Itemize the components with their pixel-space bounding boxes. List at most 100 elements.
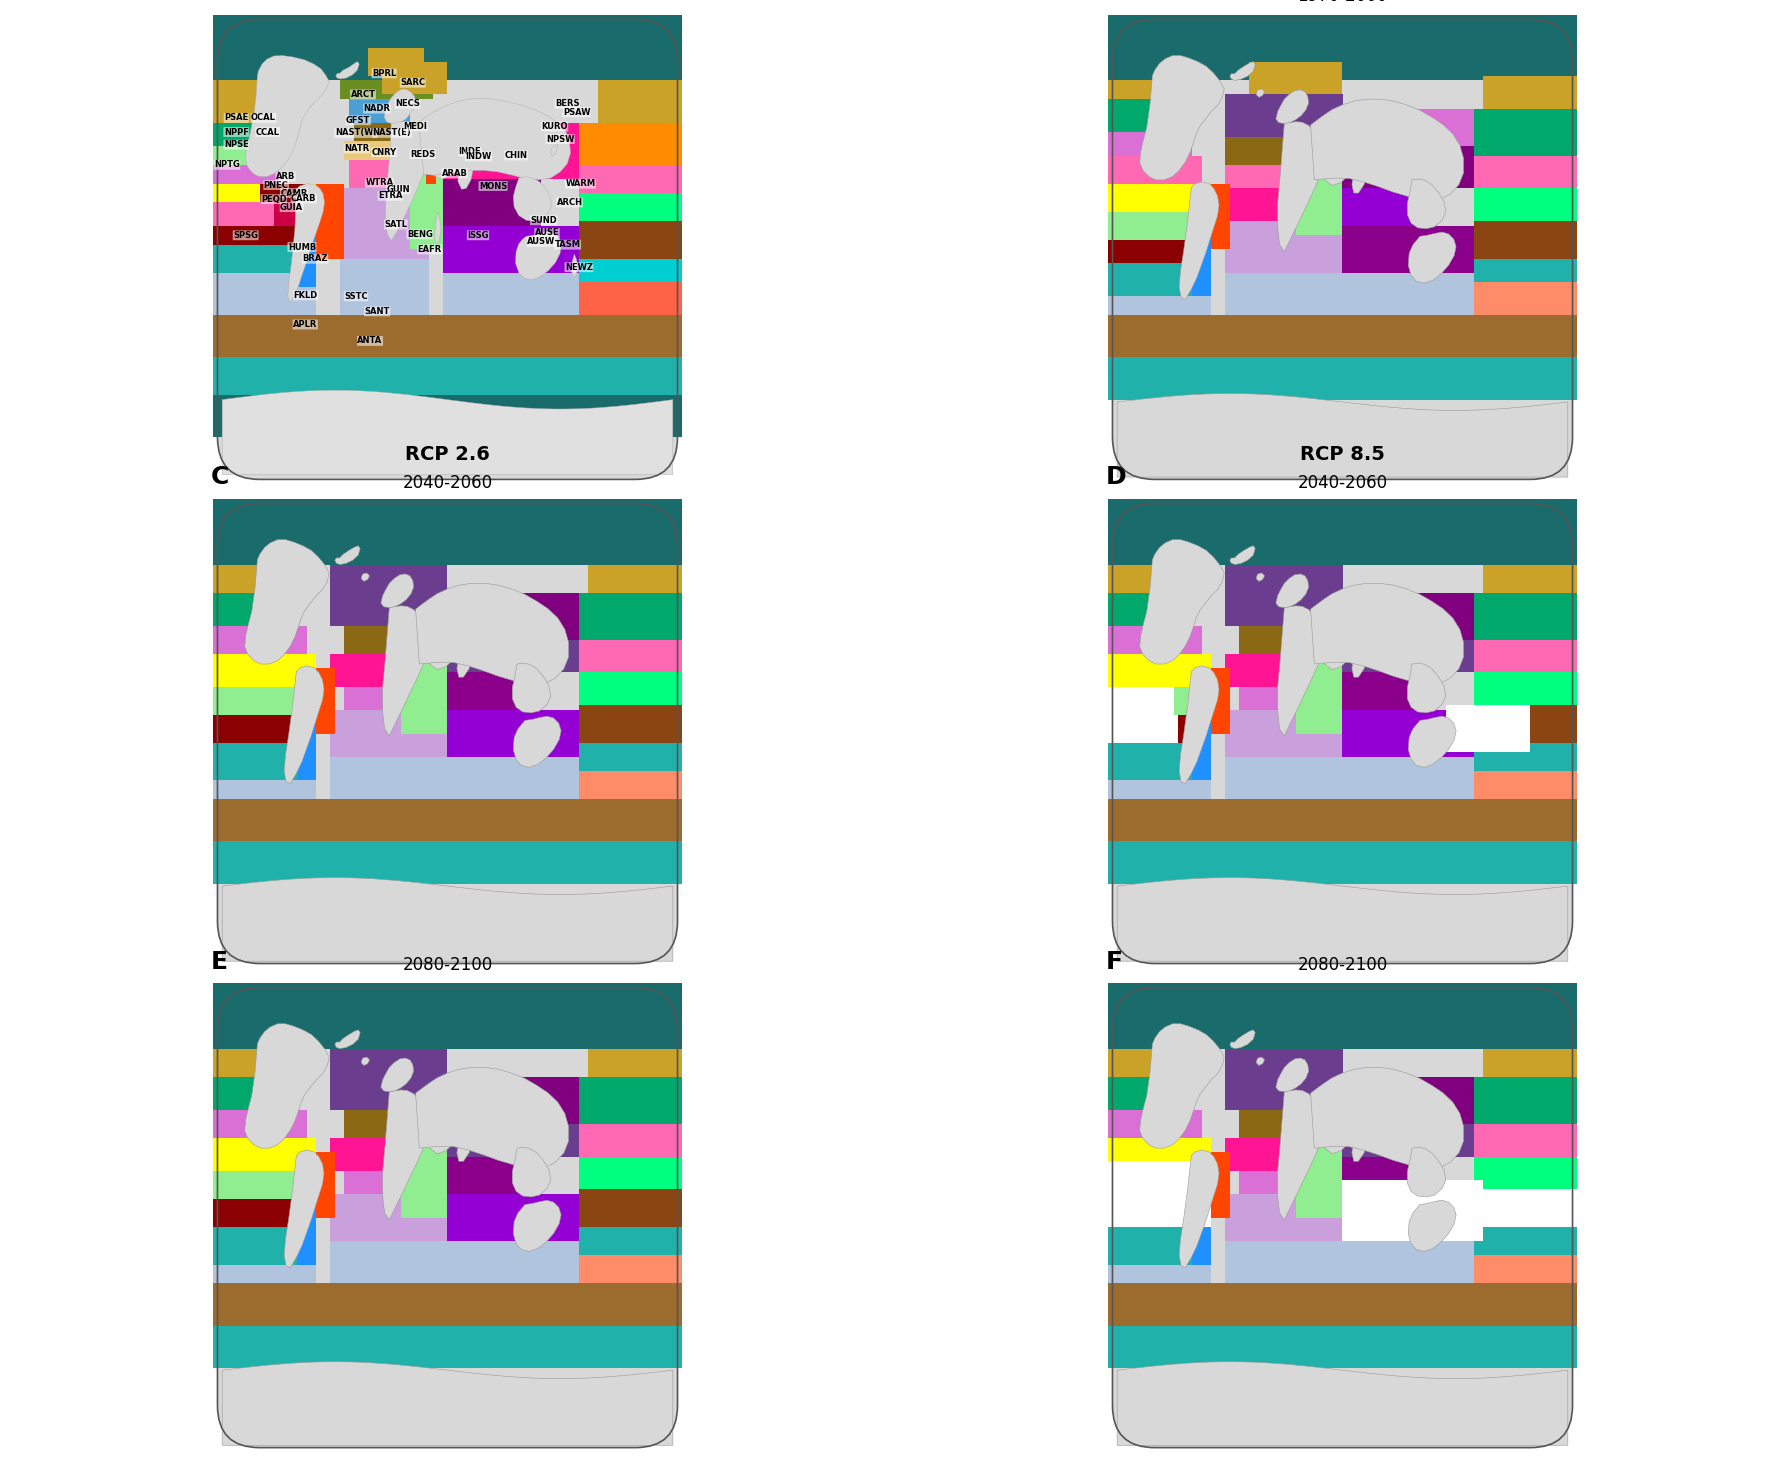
Text: A: A — [211, 0, 229, 6]
Bar — [1107, 156, 1200, 183]
Polygon shape — [284, 1150, 324, 1267]
Bar — [1295, 164, 1342, 235]
Polygon shape — [385, 122, 429, 241]
Text: BPRL: BPRL — [372, 69, 395, 78]
Bar — [1107, 983, 1576, 1049]
Polygon shape — [1179, 1150, 1218, 1267]
Bar — [1107, 1199, 1177, 1226]
Text: SANT: SANT — [365, 307, 390, 315]
Bar — [349, 100, 410, 123]
Bar — [1107, 842, 1576, 883]
Bar — [213, 1077, 297, 1109]
Bar — [1224, 1194, 1342, 1241]
Bar — [213, 565, 317, 593]
Bar — [340, 258, 429, 315]
Bar — [1342, 757, 1472, 800]
Bar — [213, 147, 279, 164]
Bar — [1107, 1226, 1211, 1265]
Text: PSAE: PSAE — [224, 113, 249, 122]
Bar — [1211, 183, 1229, 249]
Bar — [1238, 1171, 1333, 1194]
Polygon shape — [456, 1127, 472, 1162]
Text: ETRA: ETRA — [377, 191, 403, 201]
Bar — [1191, 672, 1211, 780]
Text: ISSG: ISSG — [467, 230, 488, 239]
Text: KURO: KURO — [540, 122, 567, 131]
Text: SARC: SARC — [401, 78, 426, 87]
Bar — [297, 194, 317, 288]
FancyBboxPatch shape — [216, 503, 678, 964]
Bar — [578, 1156, 682, 1190]
Polygon shape — [1351, 643, 1367, 678]
Bar — [213, 164, 279, 183]
Text: WTRA: WTRA — [365, 178, 394, 188]
Text: SPSG: SPSG — [233, 230, 258, 239]
Bar — [1238, 625, 1342, 654]
Text: NPPF: NPPF — [224, 128, 249, 136]
Bar — [329, 757, 447, 800]
Bar — [428, 1100, 435, 1147]
Bar — [1472, 672, 1576, 706]
Bar — [442, 358, 578, 395]
Bar — [329, 565, 447, 625]
Bar — [1342, 109, 1472, 147]
Text: PNEC: PNEC — [263, 180, 288, 189]
Polygon shape — [284, 666, 324, 783]
Bar — [329, 1241, 447, 1284]
Bar — [340, 217, 429, 258]
Bar — [1483, 565, 1576, 593]
FancyBboxPatch shape — [1111, 19, 1573, 480]
Bar — [598, 76, 682, 123]
Polygon shape — [245, 540, 329, 665]
Polygon shape — [1276, 89, 1308, 123]
Bar — [1224, 710, 1342, 757]
Bar — [1107, 183, 1211, 211]
Polygon shape — [512, 663, 551, 713]
Bar — [1107, 100, 1177, 132]
Polygon shape — [1318, 141, 1349, 185]
Bar — [1211, 1152, 1229, 1218]
Polygon shape — [513, 1200, 560, 1251]
Bar — [213, 202, 317, 226]
Bar — [317, 1152, 335, 1218]
Bar — [442, 179, 540, 226]
Polygon shape — [424, 625, 454, 669]
Text: SSTC: SSTC — [343, 292, 367, 301]
Bar — [297, 672, 317, 780]
Polygon shape — [1408, 232, 1454, 283]
Bar — [213, 1226, 317, 1265]
Text: ANTA: ANTA — [358, 336, 383, 345]
Bar — [410, 188, 447, 249]
Polygon shape — [424, 1109, 454, 1153]
Polygon shape — [381, 574, 413, 607]
Text: E: E — [211, 949, 227, 974]
Text: PEQD: PEQD — [261, 195, 286, 204]
Text: C: C — [211, 465, 229, 490]
Bar — [578, 194, 682, 222]
Bar — [1483, 1049, 1576, 1077]
Text: 2080-2100: 2080-2100 — [403, 955, 492, 974]
Bar — [1107, 625, 1200, 654]
Bar — [213, 1326, 682, 1367]
Bar — [1107, 1326, 1576, 1367]
Text: B: B — [1106, 0, 1123, 6]
Bar — [340, 358, 429, 395]
Polygon shape — [1351, 1127, 1367, 1162]
Bar — [1107, 211, 1211, 241]
Bar — [213, 1265, 317, 1284]
Polygon shape — [424, 141, 456, 179]
Bar — [213, 1199, 317, 1226]
Bar — [1472, 258, 1576, 282]
Bar — [1342, 1156, 1435, 1194]
Bar — [1107, 687, 1211, 714]
Polygon shape — [361, 574, 369, 581]
Text: ARAB: ARAB — [442, 169, 467, 178]
Bar — [213, 15, 682, 81]
Bar — [1107, 1162, 1211, 1226]
Bar — [578, 640, 682, 672]
Bar — [1211, 667, 1229, 734]
Text: 2040-2060: 2040-2060 — [403, 474, 492, 491]
Bar — [317, 183, 343, 258]
Text: GFST: GFST — [345, 116, 370, 125]
Bar — [447, 593, 578, 640]
